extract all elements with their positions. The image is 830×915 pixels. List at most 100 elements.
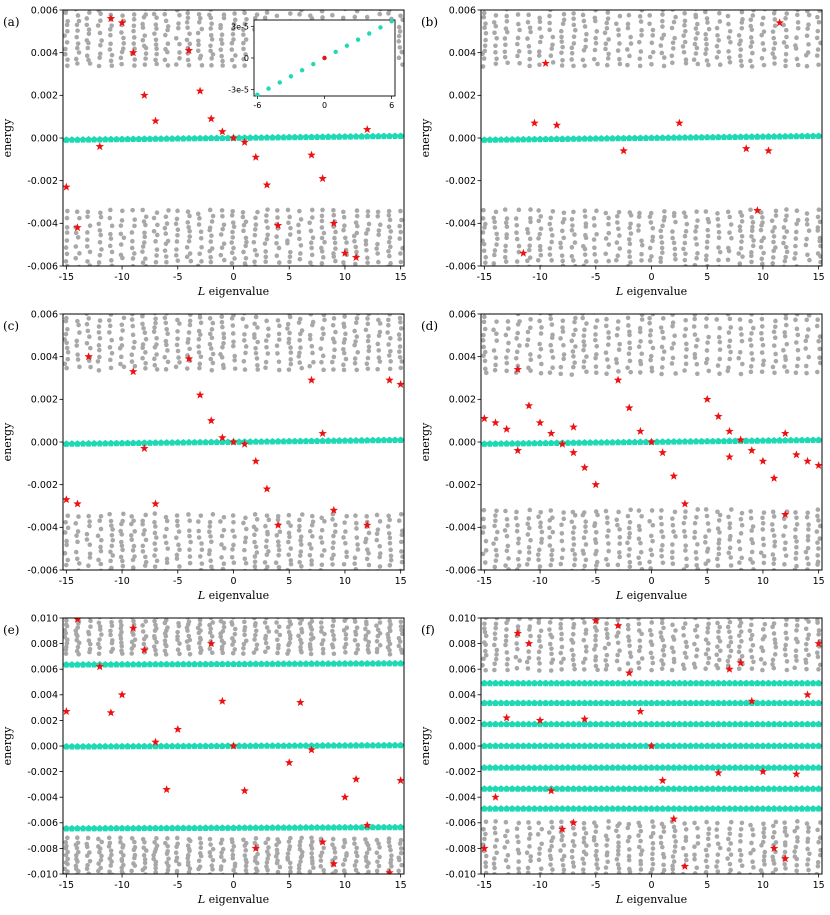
grey-state-point: [593, 36, 598, 41]
cyan-state-point: [208, 135, 215, 142]
grey-state-point: [493, 518, 498, 523]
grey-state-point: [387, 209, 392, 214]
cyan-state-point: [113, 661, 120, 668]
grey-state-point: [96, 558, 101, 563]
grey-state-point: [130, 359, 135, 364]
grey-state-point: [805, 33, 810, 38]
grey-state-point: [726, 570, 731, 575]
grey-state-point: [761, 627, 766, 632]
grey-state-point: [571, 349, 576, 354]
grey-state-point: [627, 847, 632, 852]
cyan-state-point: [503, 721, 510, 728]
cyan-state-point: [74, 743, 81, 750]
cyan-state-point: [509, 440, 516, 447]
grey-state-point: [629, 654, 634, 659]
grey-state-point: [263, 649, 268, 654]
grey-state-point: [695, 634, 700, 639]
grey-state-point: [330, 13, 335, 18]
grey-state-point: [548, 508, 553, 513]
grey-state-point: [684, 655, 689, 660]
grey-state-point: [594, 862, 599, 867]
cyan-state-point: [303, 438, 310, 445]
grey-state-point: [197, 858, 202, 863]
grey-state-point: [132, 529, 137, 534]
grey-state-point: [110, 538, 115, 543]
cyan-state-point: [247, 438, 254, 445]
grey-state-point: [505, 523, 510, 528]
grey-state-point: [749, 528, 754, 533]
grey-state-point: [782, 820, 787, 825]
grey-state-point: [594, 232, 599, 237]
grey-state-point: [502, 845, 507, 850]
grey-state-point: [219, 232, 224, 237]
grey-state-point: [88, 250, 93, 255]
cyan-state-point: [776, 437, 783, 444]
grey-state-point: [398, 13, 403, 18]
grey-state-point: [626, 26, 631, 31]
grey-state-point: [547, 14, 552, 19]
grey-state-point: [494, 657, 499, 662]
grey-state-point: [354, 250, 359, 255]
grey-state-point: [628, 346, 633, 351]
grey-state-point: [130, 239, 135, 244]
y-tick-label: 0.004: [449, 48, 476, 59]
grey-state-point: [110, 53, 115, 58]
grey-state-point: [606, 642, 611, 647]
cyan-state-point: [726, 134, 733, 141]
grey-state-point: [528, 325, 533, 330]
grey-state-point: [804, 318, 809, 323]
grey-state-point: [208, 239, 213, 244]
grey-state-point: [98, 240, 103, 245]
grey-state-point: [648, 258, 653, 263]
grey-state-point: [729, 236, 734, 241]
grey-state-point: [748, 629, 753, 634]
grey-state-point: [648, 328, 653, 333]
red-star-point: [764, 146, 772, 154]
grey-state-point: [387, 619, 392, 624]
grey-state-point: [785, 342, 790, 347]
grey-state-point: [628, 210, 633, 215]
grey-state-point: [484, 653, 489, 658]
grey-state-point: [110, 533, 115, 538]
grey-state-point: [728, 635, 733, 640]
grey-state-point: [704, 361, 709, 366]
cyan-state-point: [704, 785, 711, 792]
cyan-state-point: [815, 721, 822, 728]
grey-state-point: [626, 316, 631, 321]
cyan-state-point: [369, 742, 376, 749]
grey-state-point: [682, 521, 687, 526]
grey-state-point: [495, 5, 500, 10]
inset-x-tick-label: 0: [322, 101, 327, 110]
grey-state-point: [378, 222, 383, 227]
grey-state-point: [131, 548, 136, 553]
grey-state-point: [637, 524, 642, 529]
grey-state-point: [187, 518, 192, 523]
x-tick-label: 15: [395, 272, 407, 283]
cyan-state-point: [258, 742, 265, 749]
grey-state-point: [770, 854, 775, 859]
cyan-state-point: [698, 785, 705, 792]
grey-state-point: [817, 536, 822, 541]
x-tick-label: -15: [59, 880, 75, 891]
grey-state-point: [636, 555, 641, 560]
grey-state-point: [694, 36, 699, 41]
cyan-state-point: [130, 743, 137, 750]
grey-state-point: [356, 311, 361, 316]
grey-state-point: [108, 841, 113, 846]
grey-state-point: [120, 343, 125, 348]
grey-state-point: [740, 266, 745, 271]
grey-state-point: [761, 830, 766, 835]
grey-state-point: [309, 558, 314, 563]
grey-state-point: [615, 653, 620, 658]
grey-state-point: [263, 620, 268, 625]
grey-state-point: [763, 7, 768, 12]
grey-state-point: [483, 260, 488, 265]
grey-state-point: [354, 846, 359, 851]
grey-state-point: [594, 370, 599, 375]
grey-state-point: [583, 524, 588, 529]
grey-state-point: [118, 362, 123, 367]
cyan-state-point: [576, 135, 583, 142]
grey-state-point: [177, 547, 182, 552]
grey-state-point: [815, 370, 820, 375]
grey-state-point: [505, 216, 510, 221]
